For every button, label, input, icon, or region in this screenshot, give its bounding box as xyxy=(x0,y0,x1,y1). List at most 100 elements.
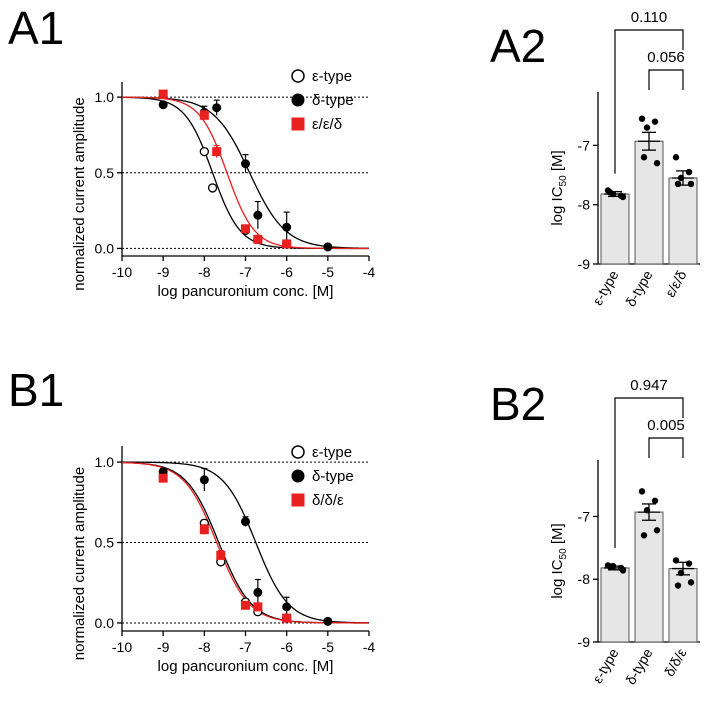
comparison-bracket xyxy=(648,437,684,458)
legend-marker xyxy=(291,469,305,483)
data-point xyxy=(158,100,168,110)
data-point xyxy=(643,507,651,514)
category-label: δ-type xyxy=(622,267,655,309)
chart-a1: 0.0 0.5 1.0 -10 -9 -8 -7 -6 -5 -4 log pancuronium … xyxy=(71,68,375,300)
data-point xyxy=(651,118,659,125)
panel-label-a1: A1 xyxy=(8,2,64,54)
data-point xyxy=(651,497,659,504)
x-tick-label: -8 xyxy=(198,264,211,280)
p-value-label: 0.110 xyxy=(631,9,667,26)
comparison-bracket xyxy=(614,397,684,549)
x-tick-label: -8 xyxy=(198,639,211,655)
x-axis-title: log pancuronium conc. [M] xyxy=(158,658,334,675)
comparison-bracket xyxy=(648,69,684,90)
data-point xyxy=(638,488,646,495)
y-axis-title: log IC50 [M] xyxy=(549,523,569,598)
data-point xyxy=(677,569,685,577)
bar xyxy=(600,193,630,265)
data-point xyxy=(216,550,226,560)
data-point xyxy=(640,154,648,161)
legend-marker xyxy=(291,69,305,83)
y-tick-label: 1.0 xyxy=(95,454,115,470)
y-tick-label: 0.5 xyxy=(95,535,115,551)
x-tick-label: -7 xyxy=(239,264,252,280)
bar xyxy=(600,567,630,643)
x-axis-title: log pancuronium conc. [M] xyxy=(158,283,334,300)
data-point xyxy=(241,159,250,169)
y-axis-title: normalized current amplitude xyxy=(71,467,88,660)
p-value-label: 0.947 xyxy=(630,377,668,394)
y-tick-label: -8 xyxy=(578,197,591,213)
chart-b2: -9 -8 -7 log IC50 [M] ε-type δ-type δ/δ/ε 0.947… xyxy=(549,377,700,687)
y-axis-title-subscript: 50 xyxy=(558,175,569,187)
data-point xyxy=(687,180,695,188)
legend-label: δ/δ/ε xyxy=(312,492,344,509)
x-tick-label: -4 xyxy=(363,264,376,280)
data-point xyxy=(282,602,292,612)
data-point xyxy=(253,602,263,612)
x-tick-label: -5 xyxy=(322,264,335,280)
legend-marker xyxy=(291,445,305,459)
data-point xyxy=(212,147,222,157)
data-point xyxy=(323,616,333,626)
comparison-bracket xyxy=(614,29,684,174)
category-label: δ-type xyxy=(622,645,655,687)
y-tick-label: -7 xyxy=(578,137,591,153)
x-tick-label: -9 xyxy=(157,639,170,655)
bar xyxy=(634,511,664,643)
data-point xyxy=(282,222,292,232)
y-axis-title-main: log IC xyxy=(549,186,566,225)
data-point xyxy=(653,159,661,167)
legend-label: ε-type xyxy=(312,444,352,461)
y-axis-title: log IC50 [M] xyxy=(549,150,569,225)
y-tick-label: -8 xyxy=(578,571,591,587)
data-point xyxy=(674,582,682,589)
data-point xyxy=(207,183,218,193)
data-point xyxy=(619,193,627,201)
data-point xyxy=(643,124,651,131)
data-point xyxy=(685,168,693,176)
y-axis-title-main: log IC xyxy=(549,559,566,598)
p-value-label: 0.005 xyxy=(647,417,685,434)
data-point xyxy=(253,234,263,244)
data-point xyxy=(672,557,680,564)
legend-label: ε/ε/δ xyxy=(312,116,342,133)
data-point xyxy=(158,473,168,483)
y-axis-title: normalized current amplitude xyxy=(71,97,88,290)
bar xyxy=(668,568,698,643)
legend-marker xyxy=(291,493,305,507)
panel-label-a2: A2 xyxy=(490,20,546,72)
data-point xyxy=(653,527,661,534)
data-point xyxy=(253,210,263,220)
data-point xyxy=(282,613,292,623)
data-point xyxy=(241,600,250,610)
data-point xyxy=(158,89,168,99)
category-label: ε-type xyxy=(589,267,622,308)
x-tick-label: -10 xyxy=(112,639,132,655)
data-point xyxy=(606,563,614,570)
category-label: δ/δ/ε xyxy=(661,646,690,680)
x-tick-label: -4 xyxy=(363,639,376,655)
x-tick-label: -7 xyxy=(239,639,252,655)
data-point xyxy=(672,154,680,161)
legend-label: δ-type xyxy=(312,92,354,109)
data-point xyxy=(282,239,292,249)
data-point xyxy=(677,174,685,182)
data-point xyxy=(687,579,695,586)
data-point xyxy=(241,517,250,527)
data-point xyxy=(638,115,646,122)
y-axis-title-subscript: 50 xyxy=(558,548,569,560)
category-label: ε-type xyxy=(589,645,622,686)
data-point xyxy=(606,189,614,196)
data-point xyxy=(199,146,209,157)
data-point xyxy=(199,110,209,120)
data-point xyxy=(199,525,209,535)
y-tick-label: 0.0 xyxy=(95,240,115,256)
x-tick-label: -6 xyxy=(280,264,293,280)
bar xyxy=(634,140,664,265)
data-point xyxy=(212,103,222,113)
y-tick-label: 0.0 xyxy=(95,615,115,631)
category-label: ε/ε/δ xyxy=(662,267,690,299)
data-point xyxy=(323,242,333,252)
data-point xyxy=(241,224,250,234)
